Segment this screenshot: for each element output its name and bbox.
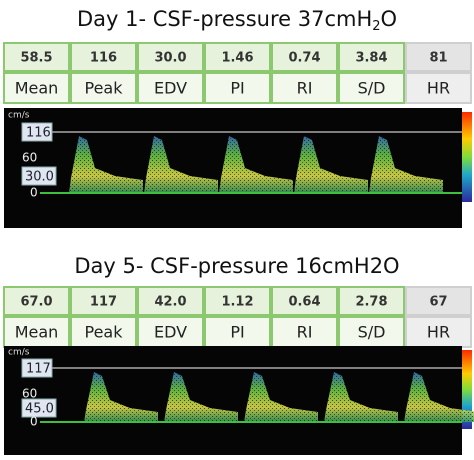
value-cell xyxy=(3,42,70,72)
metric-label: Peak xyxy=(85,323,124,342)
peak-box xyxy=(21,358,53,378)
waveform-speckle xyxy=(164,372,238,422)
value-cell xyxy=(137,42,204,72)
value-cell xyxy=(70,286,137,316)
label-cell xyxy=(204,72,271,104)
metric-label: PI xyxy=(230,79,244,98)
metric-value: 30.0 xyxy=(154,51,186,66)
label-cell xyxy=(3,72,70,104)
waveform-speckle xyxy=(144,136,218,193)
waveform-speckle xyxy=(69,136,143,193)
metric-value: 42.0 xyxy=(154,295,186,310)
color-bar xyxy=(462,112,472,202)
metric-label: Mean xyxy=(15,323,59,342)
metric-label: HR xyxy=(427,79,450,98)
metric-label: EDV xyxy=(154,323,187,342)
metric-label: RI xyxy=(297,323,313,342)
value-cell xyxy=(405,42,472,72)
value-cell xyxy=(338,286,405,316)
title-subscript: 2 xyxy=(372,19,380,34)
metric-label: Mean xyxy=(15,79,59,98)
label-cell xyxy=(137,316,204,348)
label-cell xyxy=(338,316,405,348)
waveform-speckle xyxy=(294,136,368,193)
label-cell xyxy=(204,316,271,348)
label-cell xyxy=(70,316,137,348)
edv-label: 30.0 xyxy=(25,170,54,185)
metric-value: 116 xyxy=(90,51,117,66)
metric-value: 81 xyxy=(429,51,447,66)
label-cell xyxy=(405,72,472,104)
value-cell xyxy=(3,286,70,316)
waveform-speckle xyxy=(219,136,293,193)
metric-value: 1.12 xyxy=(221,295,253,310)
value-cell xyxy=(271,286,338,316)
title-main: Day 1- CSF-pressure 37cmH xyxy=(77,7,372,31)
unit-label: cm/s xyxy=(8,111,30,121)
label-cell xyxy=(271,316,338,348)
metric-value: 0.74 xyxy=(288,51,320,66)
doppler-background xyxy=(4,346,462,455)
edv-box xyxy=(21,398,57,418)
metric-value: 1.46 xyxy=(221,51,253,66)
metric-value: 67 xyxy=(429,295,447,310)
waveform-speckle xyxy=(84,372,158,422)
label-cell xyxy=(3,316,70,348)
label-cell xyxy=(271,72,338,104)
label-cell xyxy=(338,72,405,104)
value-cell xyxy=(204,286,271,316)
metric-label: EDV xyxy=(154,79,187,98)
metric-label: PI xyxy=(230,323,244,342)
unit-label: cm/s xyxy=(8,348,30,358)
metric-value: 0.64 xyxy=(288,295,320,310)
metric-value: 58.5 xyxy=(20,51,52,66)
metric-label: HR xyxy=(427,323,450,342)
zero-label: 0 xyxy=(30,186,38,200)
title-main: Day 5- CSF-pressure 16cmH2O xyxy=(74,254,399,278)
waveform-speckle xyxy=(404,372,474,422)
value-cell xyxy=(405,286,472,316)
zero-label: 0 xyxy=(30,415,38,429)
value-cell xyxy=(271,42,338,72)
scale-label: 60 xyxy=(22,151,37,165)
color-bar xyxy=(462,350,472,429)
waveform-speckle xyxy=(324,372,398,422)
panel-title: Day 5- CSF-pressure 16cmH2O xyxy=(74,254,399,278)
title-end: O xyxy=(381,7,398,31)
metric-label: Peak xyxy=(85,79,124,98)
metric-value: 67.0 xyxy=(20,295,52,310)
waveform-speckle xyxy=(369,136,443,193)
panel-title: Day 1- CSF-pressure 37cmH2O xyxy=(77,7,397,34)
metric-label: RI xyxy=(297,79,313,98)
value-cell xyxy=(70,42,137,72)
value-cell xyxy=(137,286,204,316)
edv-box xyxy=(21,166,57,186)
scale-label: 60 xyxy=(22,387,37,401)
edv-label: 45.0 xyxy=(25,402,54,417)
waveform-speckle xyxy=(244,372,318,422)
peak-box xyxy=(21,122,53,142)
metric-value: 3.84 xyxy=(355,51,387,66)
metric-label: S/D xyxy=(358,79,386,98)
peak-label: 117 xyxy=(26,362,51,377)
value-cell xyxy=(204,42,271,72)
label-cell xyxy=(137,72,204,104)
metric-label: S/D xyxy=(358,323,386,342)
metric-value: 117 xyxy=(90,295,117,310)
peak-label: 116 xyxy=(26,126,51,141)
label-cell xyxy=(70,72,137,104)
metric-value: 2.78 xyxy=(355,295,387,310)
value-cell xyxy=(338,42,405,72)
